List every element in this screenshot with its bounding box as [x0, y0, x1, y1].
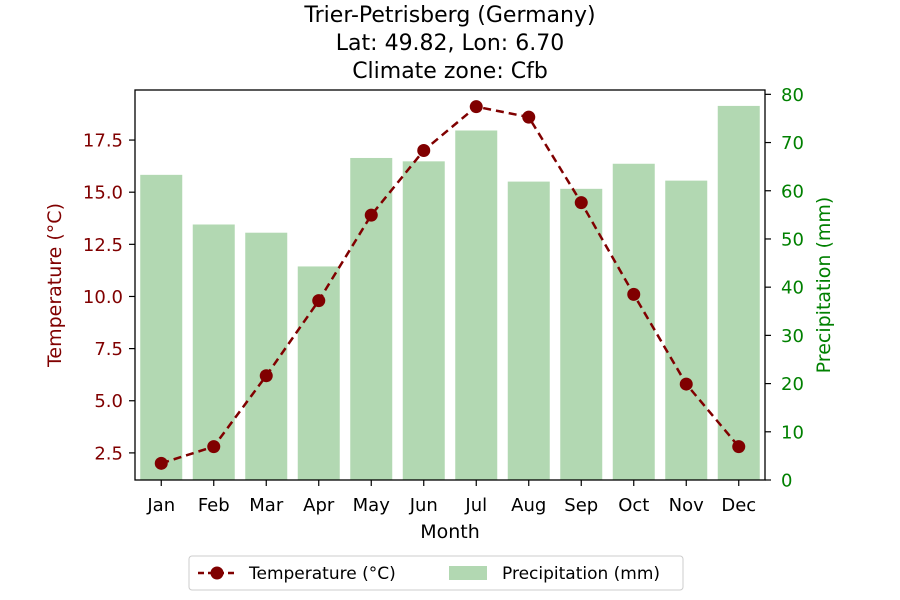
title-line-3: Climate zone: Cfb	[352, 59, 548, 84]
precipitation-bars	[140, 105, 760, 481]
x-tick-label: Dec	[721, 495, 756, 516]
legend-temperature-label: Temperature (°C)	[248, 564, 396, 584]
right-tick-label: 30	[781, 326, 804, 347]
title-line-1: Trier-Petrisberg (Germany)	[303, 3, 595, 28]
temperature-point-nov	[679, 377, 693, 391]
right-tick-label: 40	[781, 278, 804, 299]
temperature-point-may	[364, 208, 378, 222]
x-tick-label: Nov	[669, 495, 704, 516]
precipitation-bar-sep	[560, 188, 603, 480]
temperature-point-apr	[312, 294, 326, 308]
left-axis-ticks: 2.5 5.0 7.5 10.0 12.5 15.0 17.5	[83, 131, 135, 464]
temperature-point-jan	[154, 456, 168, 470]
temperature-point-aug	[522, 110, 536, 124]
legend-precipitation-label: Precipitation (mm)	[502, 564, 660, 584]
precipitation-bar-aug	[507, 181, 550, 481]
precipitation-bar-may	[350, 157, 393, 480]
left-tick-label: 5.0	[94, 391, 123, 412]
left-axis-label: Temperature (°C)	[44, 203, 66, 368]
precipitation-bar-dec	[717, 105, 760, 480]
right-tick-label: 80	[781, 85, 804, 106]
x-tick-label: May	[353, 495, 391, 516]
precipitation-bar-oct	[612, 163, 655, 480]
precipitation-bar-jul	[455, 130, 498, 480]
legend-temperature-marker	[210, 566, 224, 580]
right-tick-label: 0	[781, 471, 792, 492]
right-tick-label: 10	[781, 422, 804, 443]
precipitation-bar-jan	[140, 174, 183, 480]
temperature-point-jul	[469, 100, 483, 114]
temperature-point-oct	[627, 287, 641, 301]
x-tick-label: Feb	[198, 495, 230, 516]
x-tick-label: Sep	[564, 495, 598, 516]
right-axis-label: Precipitation (mm)	[813, 197, 835, 374]
temperature-point-mar	[259, 369, 273, 383]
temperature-point-sep	[574, 196, 588, 210]
right-tick-label: 50	[781, 229, 804, 250]
right-tick-label: 70	[781, 133, 804, 154]
temperature-line	[154, 100, 746, 470]
precipitation-bar-feb	[192, 224, 235, 480]
legend: Temperature (°C) Precipitation (mm)	[188, 555, 684, 591]
x-tick-label: Mar	[249, 495, 284, 516]
plot-frame	[134, 89, 766, 481]
temperature-point-jun	[417, 143, 431, 157]
left-tick-label: 17.5	[83, 131, 123, 152]
x-tick-label: Jul	[464, 495, 487, 516]
x-axis-ticks: Jan Feb Mar Apr May Jun Jul Aug Sep Oct Nov Dec	[146, 480, 756, 516]
x-axis-label: Month	[420, 521, 480, 543]
legend-precipitation-swatch	[449, 566, 487, 580]
temperature-point-dec	[732, 440, 746, 454]
right-tick-label: 20	[781, 374, 804, 395]
right-tick-label: 60	[781, 181, 804, 202]
right-axis-ticks: 0 10 20 30 40 50 60 70 80	[765, 85, 804, 492]
precipitation-bar-nov	[665, 180, 708, 480]
precipitation-bar-mar	[245, 232, 288, 480]
left-tick-label: 2.5	[94, 443, 123, 464]
left-tick-label: 12.5	[83, 235, 123, 256]
chart-title: Trier-Petrisberg (Germany) Lat: 49.82, L…	[303, 3, 595, 84]
x-tick-label: Jan	[146, 495, 175, 516]
x-tick-label: Aug	[511, 495, 546, 516]
left-tick-label: 10.0	[83, 287, 123, 308]
legend-box	[188, 555, 684, 591]
temperature-point-feb	[207, 440, 221, 454]
x-tick-label: Apr	[303, 495, 335, 516]
left-tick-label: 7.5	[94, 339, 123, 360]
left-tick-label: 15.0	[83, 183, 123, 204]
title-line-2: Lat: 49.82, Lon: 6.70	[336, 31, 564, 56]
x-tick-label: Oct	[618, 495, 649, 516]
precipitation-bar-jun	[402, 161, 445, 480]
x-tick-label: Jun	[409, 495, 438, 516]
